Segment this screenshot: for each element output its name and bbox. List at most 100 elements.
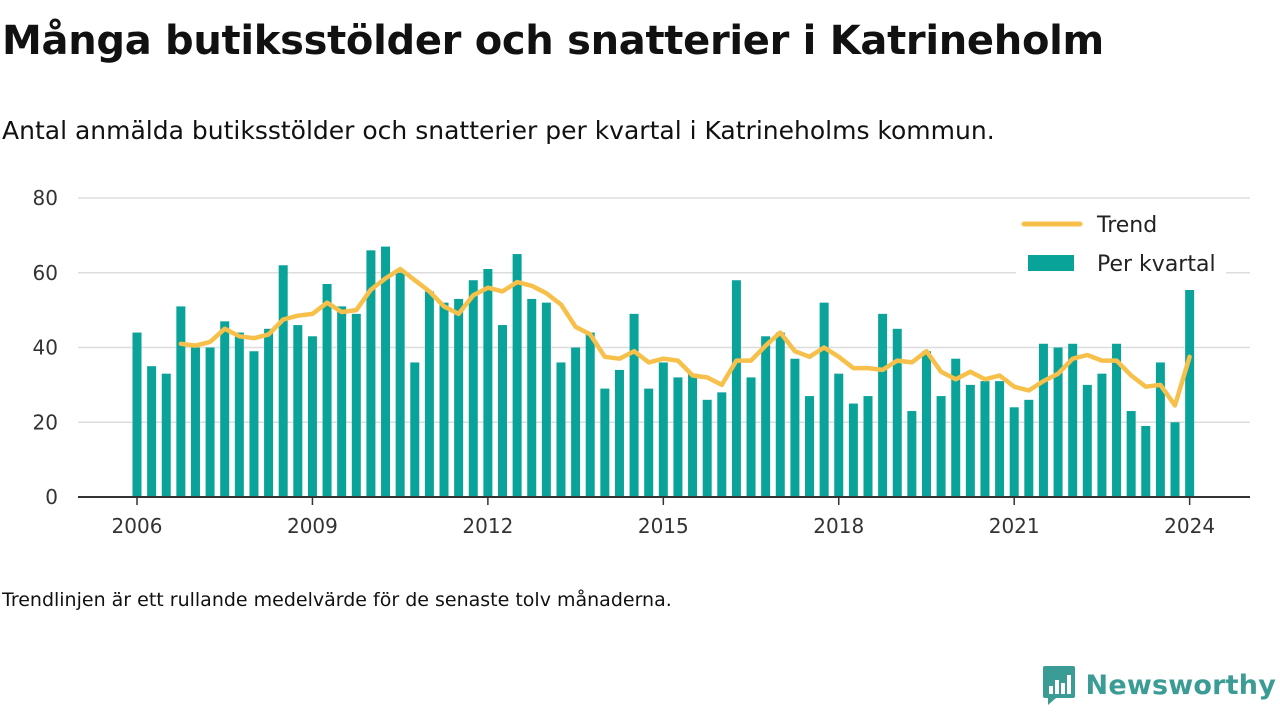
bar xyxy=(658,362,668,497)
y-axis-labels: 0 20 40 60 80 xyxy=(33,186,58,509)
legend-trend-label: Trend xyxy=(1096,213,1157,238)
footnote: Trendlinjen är ett rullande medelvärde f… xyxy=(2,589,672,611)
bar xyxy=(249,351,259,497)
bar xyxy=(337,306,347,497)
bar xyxy=(746,377,756,497)
bar xyxy=(965,384,975,497)
bar xyxy=(951,358,961,497)
bar xyxy=(410,362,420,497)
bar xyxy=(878,313,888,497)
bar xyxy=(834,373,844,497)
bar xyxy=(907,411,917,497)
y-tick-label: 20 xyxy=(33,410,58,434)
bar xyxy=(395,272,405,497)
bar xyxy=(205,347,215,497)
bar xyxy=(614,369,624,497)
bar xyxy=(1112,343,1122,497)
legend-bar-swatch xyxy=(1028,255,1074,271)
bar xyxy=(161,373,171,497)
bar xyxy=(921,351,931,497)
bar xyxy=(585,332,595,497)
legend-background xyxy=(1016,202,1226,290)
x-tick-label: 2024 xyxy=(1164,514,1215,538)
y-tick-label: 0 xyxy=(45,485,58,509)
bar xyxy=(731,280,741,497)
bar xyxy=(234,332,244,497)
bar xyxy=(1097,373,1107,497)
bar xyxy=(190,347,200,497)
bar xyxy=(278,265,288,497)
bar xyxy=(848,403,858,497)
bars xyxy=(132,227,1195,497)
quarterly-bar-chart: 0 20 40 60 80 2006 2009 2012 2015 2018 2021 2024 T… xyxy=(33,186,1250,538)
bar xyxy=(863,396,873,497)
bar xyxy=(424,291,434,497)
newsworthy-logo-icon xyxy=(1042,666,1075,705)
bar xyxy=(556,362,566,497)
bar xyxy=(1053,347,1063,497)
bar xyxy=(483,269,493,497)
bar xyxy=(761,336,771,497)
bar xyxy=(892,328,902,497)
chart-title: Många butiksstölder och snatterier i Kat… xyxy=(2,18,1104,64)
bar xyxy=(512,254,522,497)
bar xyxy=(307,336,317,497)
bar xyxy=(1141,425,1151,497)
brand-name: Newsworthy xyxy=(1085,669,1276,701)
bar xyxy=(439,302,449,497)
bar xyxy=(147,366,157,497)
bar xyxy=(176,306,186,497)
bar xyxy=(264,328,274,497)
y-tick-label: 40 xyxy=(33,336,58,360)
bar xyxy=(1068,343,1078,497)
bar xyxy=(468,280,478,497)
x-tick-label: 2021 xyxy=(989,514,1040,538)
bar xyxy=(132,332,142,497)
bar xyxy=(1170,422,1180,497)
trend-line-group xyxy=(178,266,1192,408)
bar xyxy=(366,250,376,497)
brand-logo: Newsworthy xyxy=(1042,664,1276,706)
bar xyxy=(644,388,654,497)
y-tick-label: 60 xyxy=(33,261,58,285)
x-tick-label: 2009 xyxy=(287,514,338,538)
bar xyxy=(571,347,581,497)
bar xyxy=(454,298,464,497)
bar xyxy=(1024,399,1034,497)
bar xyxy=(1155,362,1165,497)
bar xyxy=(688,373,698,497)
legend-bar-label: Per kvartal xyxy=(1097,252,1216,277)
bar xyxy=(293,325,303,497)
bar xyxy=(790,358,800,497)
x-tick-label: 2006 xyxy=(112,514,163,538)
bar xyxy=(819,302,829,497)
bar xyxy=(541,302,551,497)
bar xyxy=(717,392,727,497)
bar xyxy=(980,381,990,497)
bar xyxy=(351,313,361,497)
bar xyxy=(1038,343,1048,497)
bar xyxy=(600,388,610,497)
bar xyxy=(629,313,639,497)
x-tick-label: 2012 xyxy=(462,514,513,538)
x-tick-label: 2018 xyxy=(813,514,864,538)
bar xyxy=(702,399,712,497)
bar xyxy=(673,377,683,497)
bar xyxy=(995,381,1005,497)
bar xyxy=(775,332,785,497)
bar xyxy=(936,396,946,497)
x-axis: 2006 2009 2012 2015 2018 2021 2024 xyxy=(78,496,1250,538)
bar xyxy=(527,298,537,497)
legend: Trend Per kvartal xyxy=(1016,202,1226,290)
bar xyxy=(322,283,332,497)
bar xyxy=(805,396,815,497)
chart-subtitle: Antal anmälda butiksstölder och snatteri… xyxy=(2,116,995,145)
bar xyxy=(220,321,230,497)
bar xyxy=(498,325,507,497)
bar xyxy=(1126,411,1136,497)
trend-line xyxy=(178,266,1192,408)
bar xyxy=(1009,407,1019,497)
y-tick-label: 80 xyxy=(33,186,58,210)
x-tick-label: 2015 xyxy=(638,514,689,538)
bar xyxy=(1185,287,1195,497)
